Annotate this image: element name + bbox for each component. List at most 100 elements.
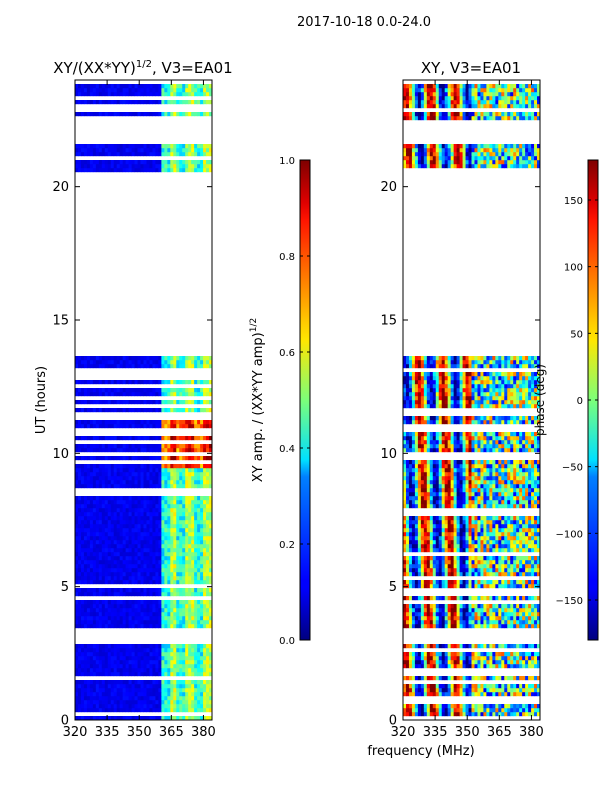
heatmap-cell [110, 160, 115, 165]
heatmap-cell [173, 148, 177, 153]
heatmap-cell [152, 408, 156, 413]
heatmap-cell [450, 608, 455, 613]
heatmap-cell [75, 152, 79, 157]
heatmap-cell [203, 112, 207, 117]
heatmap-cell [411, 612, 416, 617]
heatmap-cell [507, 548, 511, 553]
heatmap-cell [179, 624, 183, 629]
heatmap-cell [149, 532, 153, 537]
heatmap-cell [149, 152, 153, 157]
heatmap-cell [161, 576, 165, 581]
heatmap-cell [504, 712, 508, 717]
heatmap-cell [125, 356, 130, 361]
heatmap-cell [423, 548, 428, 553]
heatmap-cell [75, 88, 79, 93]
heatmap-cell [498, 692, 502, 697]
heatmap-cell [83, 520, 88, 525]
heatmap-cell [89, 84, 94, 89]
heatmap-cell [75, 700, 79, 705]
heatmap-cell [173, 476, 177, 481]
heatmap-cell [149, 704, 153, 709]
heatmap-cell [134, 508, 138, 513]
heatmap-cell [152, 392, 156, 397]
heatmap-cell [474, 612, 478, 617]
heatmap-cell [510, 584, 514, 589]
heatmap-cell [101, 528, 106, 533]
heatmap-cell [158, 528, 162, 533]
heatmap-cell [513, 560, 517, 565]
heatmap-cell [528, 612, 532, 617]
heatmap-cell [408, 568, 413, 573]
heatmap-cell [528, 708, 532, 713]
heatmap-cell [167, 380, 171, 385]
heatmap-cell [182, 496, 186, 501]
heatmap-cell [480, 564, 484, 569]
heatmap-cell [167, 544, 171, 549]
heatmap-cell [107, 464, 112, 469]
heatmap-cell [480, 572, 484, 577]
heatmap-cell [137, 152, 141, 157]
heatmap-cell [498, 604, 502, 609]
heatmap-cell [206, 512, 210, 517]
heatmap-cell [468, 664, 472, 669]
heatmap-cell [92, 144, 97, 149]
heatmap-cell [134, 568, 138, 573]
heatmap-cell [98, 456, 103, 461]
heatmap-cell [426, 604, 431, 609]
heatmap-cell [86, 716, 91, 720]
heatmap-cell [161, 564, 165, 569]
heatmap-cell [170, 380, 174, 385]
heatmap-cell [137, 512, 141, 517]
heatmap-cell [411, 652, 416, 657]
heatmap-cell [206, 548, 210, 553]
heatmap-cell [158, 160, 162, 165]
heatmap-cell [119, 620, 124, 625]
heatmap-cell [522, 644, 526, 649]
x-tick-label: 320 [63, 725, 88, 740]
heatmap-cell [161, 592, 165, 597]
heatmap-cell [140, 644, 144, 649]
heatmap-cell [173, 592, 177, 597]
heatmap-cell [197, 400, 201, 405]
heatmap-cell [137, 652, 141, 657]
heatmap-cell [432, 704, 437, 709]
heatmap-cell [149, 164, 153, 169]
heatmap-cell [438, 608, 443, 613]
heatmap-cell [176, 468, 180, 473]
heatmap-cell [77, 144, 82, 149]
heatmap-cell [152, 472, 156, 477]
heatmap-cell [119, 420, 124, 425]
heatmap-cell [403, 608, 407, 613]
heatmap-cell [101, 512, 106, 517]
heatmap-cell [152, 580, 156, 585]
heatmap-cell [191, 652, 195, 657]
heatmap-cell [516, 664, 520, 669]
heatmap-cell [146, 620, 150, 625]
heatmap-cell [194, 644, 198, 649]
heatmap-cell [194, 92, 198, 97]
heatmap-cell [179, 708, 183, 713]
heatmap-cell [125, 560, 130, 565]
heatmap-cell [128, 484, 132, 489]
heatmap-cell [75, 420, 79, 425]
heatmap-cell [405, 556, 410, 561]
heatmap-cell [188, 604, 192, 609]
heatmap-cell [170, 160, 174, 165]
heatmap-cell [110, 648, 115, 653]
heatmap-cell [495, 560, 499, 565]
heatmap-cell [137, 608, 141, 613]
heatmap-cell [86, 112, 91, 117]
heatmap-cell [191, 380, 195, 385]
heatmap-cell [191, 508, 195, 513]
heatmap-cell [441, 704, 446, 709]
heatmap-cell [498, 704, 502, 709]
heatmap-cell [483, 548, 487, 553]
heatmap-cell [119, 660, 124, 665]
heatmap-cell [465, 664, 469, 669]
heatmap-cell [170, 688, 174, 693]
heatmap-cell [203, 668, 207, 673]
heatmap-cell [101, 624, 106, 629]
heatmap-cell [107, 544, 112, 549]
heatmap-cell [155, 568, 159, 573]
heatmap-cell [131, 684, 135, 689]
